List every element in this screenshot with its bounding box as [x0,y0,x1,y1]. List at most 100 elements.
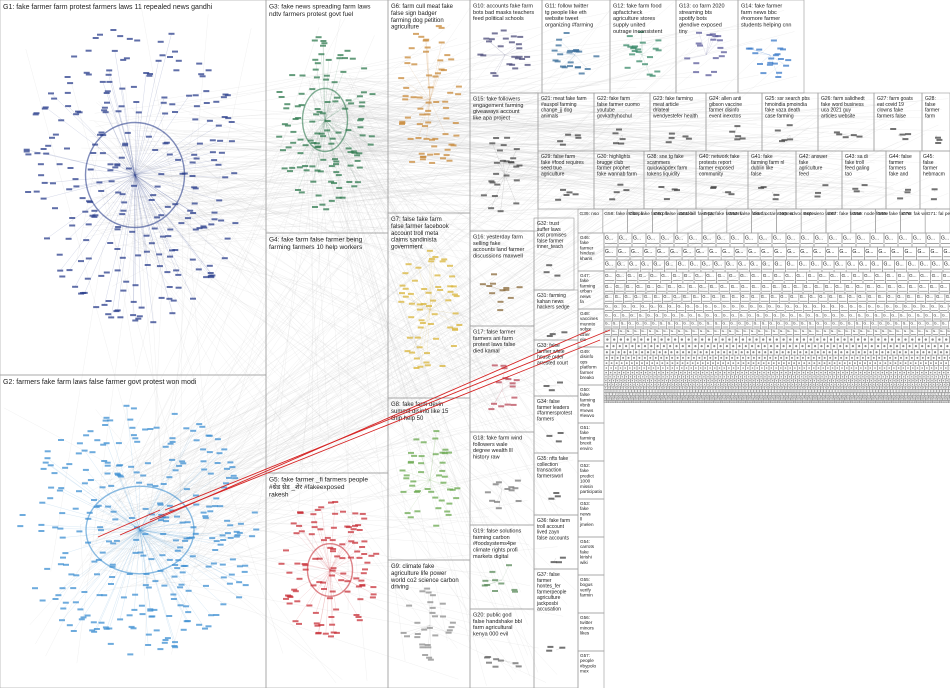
node [52,207,58,210]
node [690,367,692,369]
node [642,376,644,378]
edge [131,538,471,624]
edge [410,293,431,311]
small-group-label-line: jmelen [579,522,594,527]
node [674,376,676,378]
node [42,461,49,464]
small-group-label-line: farmer [580,245,594,250]
node [719,376,721,378]
node [612,383,614,385]
node [76,442,83,445]
node [191,202,198,205]
node [728,367,730,369]
node [424,113,431,116]
edge [115,118,485,494]
node [332,100,339,103]
node [298,530,305,533]
edge [134,95,190,176]
edge [125,109,749,152]
node [796,356,799,359]
edge [138,482,141,531]
node [697,371,700,374]
node [83,71,90,74]
edge [127,188,439,207]
edge [199,141,695,511]
node [902,138,909,141]
tiny-group-label: G... [641,262,649,268]
node [353,577,360,580]
node [357,126,364,129]
node [224,467,230,470]
edge [428,592,431,626]
group-label-line: G40: network fake [699,154,740,160]
group-label-line: G22: fake farm [597,96,630,102]
edge [429,624,449,633]
edge [69,174,136,271]
node [567,65,573,68]
group-label-line: lived zayn [537,530,559,536]
node [553,492,560,494]
node [318,624,325,626]
edge [148,200,609,519]
node [153,629,160,632]
node [161,584,168,587]
group-label-line: farmer [889,160,904,166]
node [854,362,856,364]
tiny-group-label: G... [878,249,886,255]
small-group-label: G47: fake farming urban news fa [580,273,596,304]
node [424,488,431,490]
edge [321,507,331,571]
node [324,536,331,539]
edge [104,180,137,367]
node [59,536,66,539]
node [782,338,785,341]
node [884,338,887,341]
node [508,41,515,44]
node [105,313,112,316]
node [680,338,684,341]
group-label-line: fake [799,160,809,166]
tiny-group-label: G... [657,249,665,255]
node [152,485,159,488]
node [899,371,901,374]
node [354,159,361,162]
group-label-line: govkathyhochul [597,113,632,119]
node [38,523,45,526]
node [513,165,520,168]
group-label: G34: false farmer leaders #farmersprotest f… [537,399,573,422]
tiny-group-label: G... [868,294,875,299]
tiny-group-label: G... [702,294,709,299]
edge [161,317,340,549]
node [897,338,900,341]
edge [319,135,485,309]
node [810,351,814,354]
node [696,31,702,34]
node [232,222,239,225]
node [219,534,226,537]
edge [322,141,560,518]
node [451,293,458,296]
node [356,166,363,169]
node [402,287,409,290]
tiny-group-label: G... [875,314,881,318]
edge [329,569,334,633]
edge [116,133,926,546]
node [140,554,147,557]
group-label-line: G44: false [889,154,912,160]
node [491,195,498,197]
group-label-line: farmer exposed [699,166,734,172]
edge [425,40,431,101]
node [904,351,907,354]
node [133,101,140,103]
node [610,362,613,364]
node [491,32,498,35]
group-cell-g32: G32: trust suffer laws lost promises false … [533,217,575,291]
group-label-line: G27: farm goats [877,96,913,102]
tiny-group-label: G... [831,329,836,333]
node [73,113,80,116]
node [237,522,244,525]
edge [323,569,331,590]
node [126,573,133,575]
edge [333,106,576,401]
node [292,590,299,593]
